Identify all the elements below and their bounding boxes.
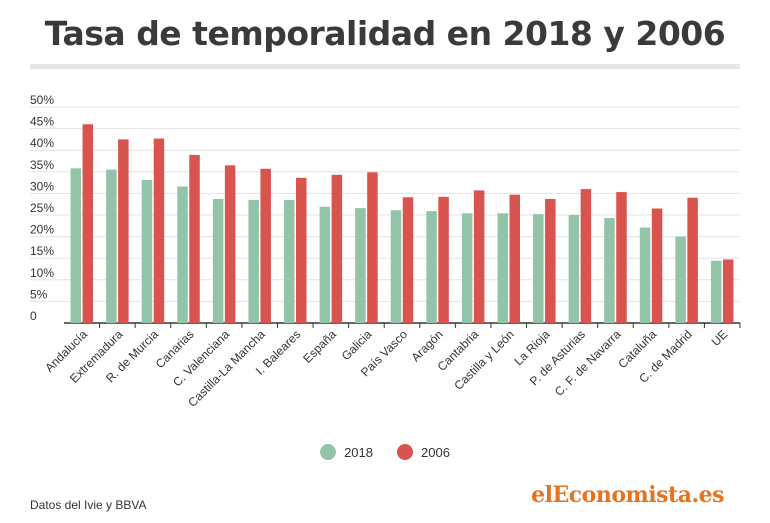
- x-tick-label: España: [300, 327, 339, 366]
- bar-2006: [722, 259, 734, 323]
- bar-2018: [141, 180, 153, 323]
- bar-2018: [212, 199, 224, 323]
- legend: 2018 2006: [0, 444, 770, 460]
- bar-2006: [367, 172, 378, 323]
- bar-2018: [497, 213, 508, 323]
- bar-2006: [331, 174, 343, 323]
- bar-2006: [651, 208, 663, 323]
- bar-chart: 05%10%15%20%25%30%35%40%45%50%AndalucíaE…: [30, 93, 741, 410]
- chart-title: Tasa de temporalidad en 2018 y 2006: [44, 14, 726, 53]
- bar-2006: [687, 197, 698, 323]
- y-tick-label: 15%: [30, 244, 54, 258]
- bar-2006: [82, 124, 94, 323]
- source-note: Datos del Ivie y BBVA: [30, 498, 147, 512]
- bar-2018: [284, 199, 295, 323]
- bar-2018: [390, 210, 402, 323]
- brand-logo: elEconomista.es: [531, 482, 724, 508]
- y-tick-label: 5%: [30, 287, 48, 301]
- bar-2006: [473, 190, 485, 323]
- bar-2006: [616, 192, 627, 323]
- bar-2006: [260, 168, 271, 323]
- y-tick-label: 30%: [30, 179, 54, 193]
- legend-label-2018: 2018: [344, 444, 373, 460]
- bar-2006: [545, 199, 556, 323]
- bar-2006: [296, 177, 307, 323]
- y-tick-label: 40%: [30, 136, 54, 150]
- legend-swatch-2006: [397, 444, 413, 460]
- bar-2006: [580, 189, 592, 323]
- bar-2018: [533, 214, 544, 323]
- bar-2006: [402, 197, 414, 323]
- y-tick-label: 0: [30, 309, 37, 323]
- title-divider: [30, 64, 740, 69]
- bar-2006: [118, 139, 129, 323]
- legend-swatch-2018: [320, 444, 337, 460]
- legend-label-2006: 2006: [421, 444, 450, 460]
- bar-2018: [639, 227, 651, 323]
- y-tick-label: 50%: [30, 93, 54, 107]
- bar-2006: [438, 196, 449, 323]
- bar-2006: [224, 165, 236, 323]
- bar-2018: [568, 215, 580, 323]
- bar-2018: [106, 169, 117, 323]
- x-tick-label: C. F. de Navarra: [552, 327, 624, 399]
- bar-2018: [355, 208, 366, 323]
- y-tick-label: 10%: [30, 266, 54, 280]
- bar-2006: [509, 194, 520, 323]
- bar-2018: [248, 199, 259, 323]
- bar-2006: [189, 154, 200, 323]
- x-tick-label: UE: [709, 327, 731, 349]
- bar-2018: [177, 186, 188, 323]
- bar-2018: [319, 206, 331, 323]
- bar-2018: [710, 260, 722, 323]
- legend-item-2018: 2018: [320, 444, 373, 460]
- bar-2006: [153, 138, 165, 323]
- bar-2018: [426, 211, 437, 323]
- y-tick-label: 35%: [30, 158, 54, 172]
- y-tick-label: 25%: [30, 201, 54, 215]
- y-tick-label: 45%: [30, 115, 54, 129]
- bar-2018: [604, 218, 615, 323]
- legend-item-2006: 2006: [397, 444, 450, 460]
- bar-2018: [461, 213, 473, 323]
- bar-2018: [70, 168, 82, 323]
- bar-2018: [675, 236, 686, 323]
- y-tick-label: 20%: [30, 223, 54, 237]
